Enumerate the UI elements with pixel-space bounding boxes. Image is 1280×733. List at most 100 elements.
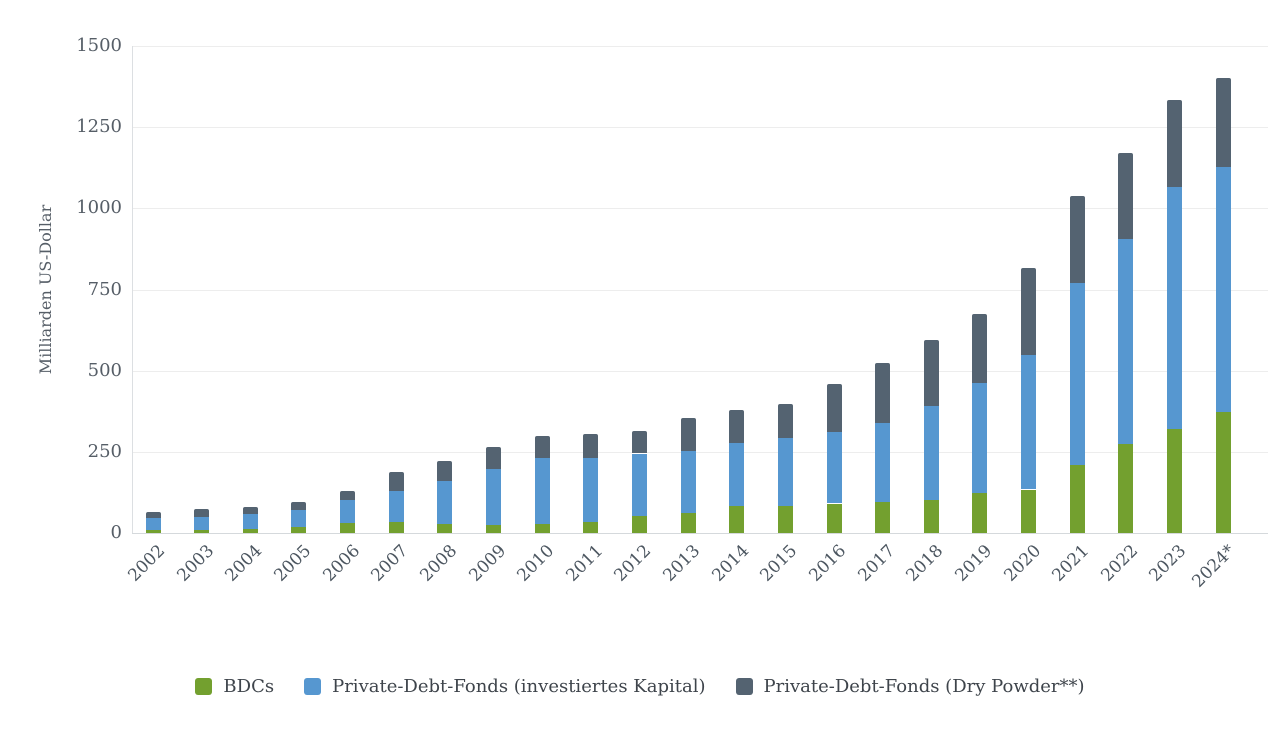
gridline-750 — [132, 289, 1268, 291]
bar-segment-2023-series2 — [1166, 99, 1182, 188]
y-tick-label: 1250 — [76, 116, 122, 138]
bar-segment-2023-series0 — [1166, 429, 1182, 533]
bar-segment-2006-series0 — [340, 522, 356, 533]
bar-segment-2019-series1 — [972, 383, 988, 493]
bar-segment-2004-series0 — [242, 528, 258, 533]
bar-segment-2015-series2 — [777, 403, 793, 438]
bar-segment-2017-series2 — [875, 363, 891, 424]
bar-segment-2007-series2 — [388, 471, 404, 491]
bar-segment-2020-series0 — [1021, 489, 1036, 533]
bar-segment-2002-series2 — [145, 511, 161, 518]
bar-segment-2011-series1 — [583, 458, 599, 523]
y-tick-label: 500 — [87, 359, 122, 381]
bar-segment-2008-series0 — [437, 523, 453, 533]
bar-segment-2002-series1 — [145, 517, 161, 531]
y-tick-label: 0 — [110, 522, 122, 543]
x-tick-label-2010: 2010 — [513, 541, 559, 586]
gridline-1250 — [132, 127, 1268, 129]
bar-segment-2014-series2 — [729, 410, 745, 443]
bar-segment-2024*-series1 — [1215, 166, 1231, 412]
gridline-250 — [132, 451, 1268, 453]
bar-segment-2016-series2 — [826, 384, 842, 432]
bar-segment-2018-series1 — [923, 406, 939, 501]
bar-segment-2022-series2 — [1118, 153, 1134, 239]
bar-segment-2013-series2 — [680, 418, 696, 451]
x-tick-label-2007: 2007 — [367, 541, 413, 586]
gridline-0 — [132, 533, 1268, 534]
bar-segment-2007-series1 — [388, 490, 404, 522]
legend-label: Private-Debt-Fonds (investiertes Kapital… — [332, 676, 706, 697]
bar-segment-2019-series0 — [972, 493, 988, 533]
bar-segment-2004-series2 — [242, 507, 258, 515]
gridline-1000 — [132, 208, 1268, 210]
bar-segment-2017-series1 — [875, 423, 891, 503]
y-axis-line — [132, 46, 133, 533]
bar-segment-2005-series2 — [291, 502, 307, 510]
bar-segment-2012-series0 — [631, 516, 647, 533]
legend-label: Private-Debt-Fonds (Dry Powder**) — [763, 676, 1085, 697]
bar-segment-2012-series1 — [631, 453, 647, 517]
bar-segment-2003-series0 — [194, 530, 210, 533]
legend: BDCs Private-Debt-Fonds (investiertes Kap… — [0, 676, 1280, 697]
legend-label: BDCs — [223, 676, 275, 697]
gridline-1500 — [132, 46, 1268, 47]
bar-segment-2012-series2 — [631, 431, 647, 454]
bar-segment-2004-series1 — [242, 514, 258, 529]
y-tick-label: 1500 — [76, 35, 122, 56]
bar-segment-2024*-series2 — [1215, 77, 1231, 167]
bar-segment-2008-series1 — [437, 481, 453, 524]
y-tick-label: 1000 — [76, 197, 122, 219]
bar-segment-2006-series1 — [340, 499, 356, 523]
bar-segment-2015-series0 — [777, 506, 793, 533]
bar-segment-2014-series1 — [729, 442, 745, 507]
bar-segment-2020-series1 — [1021, 355, 1036, 490]
bar-segment-2003-series2 — [194, 509, 210, 517]
bar-segment-2005-series0 — [291, 527, 307, 533]
bar-segment-2021-series2 — [1069, 195, 1085, 283]
y-tick-label: 750 — [87, 278, 122, 300]
bar-segment-2018-series0 — [923, 500, 939, 533]
gridline-500 — [132, 370, 1268, 372]
legend-swatch-icon — [735, 678, 753, 695]
bar-segment-2013-series0 — [680, 512, 696, 533]
bar-segment-2018-series2 — [923, 339, 939, 406]
bar-segment-2013-series1 — [680, 450, 696, 513]
bar-segment-2023-series1 — [1166, 187, 1182, 430]
y-tick-label: 250 — [87, 440, 122, 462]
bar-segment-2008-series2 — [437, 461, 453, 481]
bar-segment-2016-series1 — [826, 431, 842, 504]
bar-segment-2009-series1 — [486, 469, 501, 525]
bar-segment-2009-series2 — [486, 447, 501, 470]
bar-segment-2014-series0 — [729, 506, 745, 533]
bar-segment-2010-series0 — [534, 524, 550, 533]
bar-segment-2007-series0 — [388, 521, 404, 533]
bar-segment-2022-series1 — [1118, 238, 1134, 445]
x-tick-label-2021: 2021 — [1048, 541, 1094, 586]
legend-swatch-icon — [195, 678, 213, 695]
bar-segment-2003-series1 — [194, 516, 210, 531]
bar-segment-2021-series0 — [1069, 465, 1085, 533]
x-tick-label-2018: 2018 — [902, 541, 948, 586]
legend-swatch-icon — [304, 678, 322, 695]
legend-item-0: BDCs — [195, 676, 274, 697]
bar-segment-2010-series2 — [534, 435, 550, 458]
bar-segment-2015-series1 — [777, 437, 793, 507]
bar-segment-2017-series0 — [875, 502, 891, 533]
legend-item-1: Private-Debt-Fonds (investiertes Kapital… — [304, 676, 706, 697]
bar-segment-2010-series1 — [534, 457, 550, 525]
bar-segment-2022-series0 — [1118, 444, 1134, 533]
bar-segment-2002-series0 — [145, 530, 161, 533]
bar-segment-2011-series2 — [583, 434, 599, 459]
legend-item-2: Private-Debt-Fonds (Dry Powder**) — [735, 676, 1085, 697]
bar-segment-2020-series2 — [1021, 268, 1036, 356]
bar-segment-2005-series1 — [291, 509, 307, 528]
bar-segment-2024*-series0 — [1215, 411, 1231, 533]
bar-segment-2016-series0 — [826, 503, 842, 533]
bar-segment-2009-series0 — [486, 524, 501, 533]
bar-segment-2019-series2 — [972, 313, 988, 384]
bar-segment-2021-series1 — [1069, 283, 1085, 466]
bar-segment-2011-series0 — [583, 522, 599, 533]
bar-segment-2006-series2 — [340, 490, 356, 500]
x-tick-label-2002: 2002 — [124, 541, 170, 586]
